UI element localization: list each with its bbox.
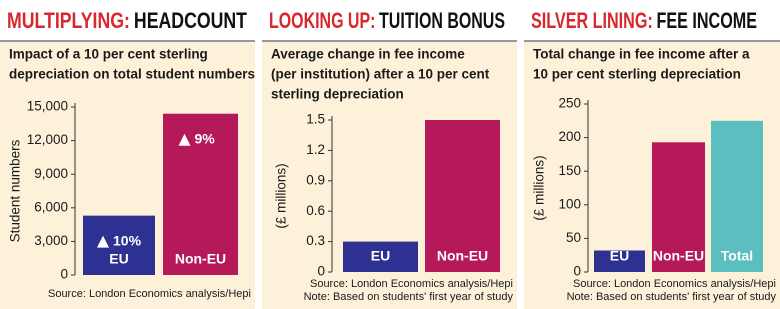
y-tick-label: 50 (566, 230, 581, 245)
y-tick-label: 6,000 (34, 199, 68, 214)
footnote: Source: London Economics analysis/Hepi (310, 278, 513, 290)
subtitle: (per institution) after a 10 per cent (271, 67, 490, 82)
y-tick-label: 9,000 (34, 166, 68, 181)
y-tick-label: 0.3 (306, 233, 325, 248)
bar (163, 113, 238, 275)
category-label: EU (610, 248, 629, 264)
footnote: Note: Based on students' first year of s… (304, 291, 514, 303)
bar-annotation: 10% (113, 232, 142, 248)
up-triangle (178, 133, 191, 146)
y-tick-label: 12,000 (27, 132, 68, 147)
y-tick-label: 3,000 (34, 233, 68, 248)
subtitle: depreciation on total student numbers (9, 67, 255, 82)
bar (711, 120, 763, 272)
category-label: EU (371, 248, 390, 264)
category-label: EU (109, 251, 128, 267)
title-part: TUITION BONUS (379, 8, 505, 33)
y-tick-label: 0 (317, 264, 325, 279)
subtitle: Impact of a 10 per cent sterling (9, 47, 208, 62)
bar (343, 241, 418, 272)
bar (425, 120, 500, 272)
bar (652, 142, 705, 272)
title-part: FEE INCOME (656, 8, 757, 33)
y-tick-label: 250 (558, 96, 581, 111)
y-axis-label: Student numbers (8, 139, 23, 242)
title-part: MULTIPLYING: (7, 8, 130, 33)
bar (83, 215, 155, 275)
y-tick-label: 100 (558, 196, 581, 211)
title-part: LOOKING UP: (269, 8, 375, 33)
y-tick-label: 0 (60, 267, 68, 282)
y-axis-label: (£ millions) (274, 163, 289, 228)
panel-title: LOOKING UP:TUITION BONUS (269, 8, 505, 33)
panel-title: SILVER LINING:FEE INCOME (531, 8, 757, 33)
subtitle: sterling depreciation (271, 87, 404, 102)
y-tick-label: 0.6 (306, 203, 325, 218)
y-axis-label: (£ millions) (532, 155, 547, 220)
footnote: Source: London Economics analysis/Hepi (573, 278, 776, 290)
category-label: Non-EU (653, 248, 704, 264)
y-tick-label: 1.2 (306, 142, 325, 157)
bar-annotation: 9% (195, 130, 216, 146)
title-part: HEADCOUNT (134, 8, 248, 33)
y-tick-label: 1.5 (306, 112, 325, 127)
y-tick-label: 150 (558, 163, 581, 178)
footnote: Note: Based on students' first year of s… (567, 291, 777, 303)
subtitle: Total change in fee income after a (533, 47, 750, 62)
y-tick-label: 0.9 (306, 172, 325, 187)
up-triangle (97, 235, 109, 248)
y-tick-label: 15,000 (27, 99, 68, 114)
category-label: Total (721, 248, 753, 264)
y-tick-label: 0 (573, 264, 581, 279)
subtitle: 10 per cent sterling depreciation (533, 67, 741, 82)
subtitle: Average change in fee income (271, 47, 465, 62)
footnote: Source: London Economics analysis/Hepi (48, 288, 251, 300)
bar (594, 250, 645, 272)
title-part: SILVER LINING: (531, 8, 653, 33)
category-label: Non-EU (437, 248, 488, 264)
panel-title: MULTIPLYING:HEADCOUNT (7, 8, 247, 33)
y-tick-label: 200 (558, 129, 581, 144)
category-label: Non-EU (175, 251, 226, 267)
